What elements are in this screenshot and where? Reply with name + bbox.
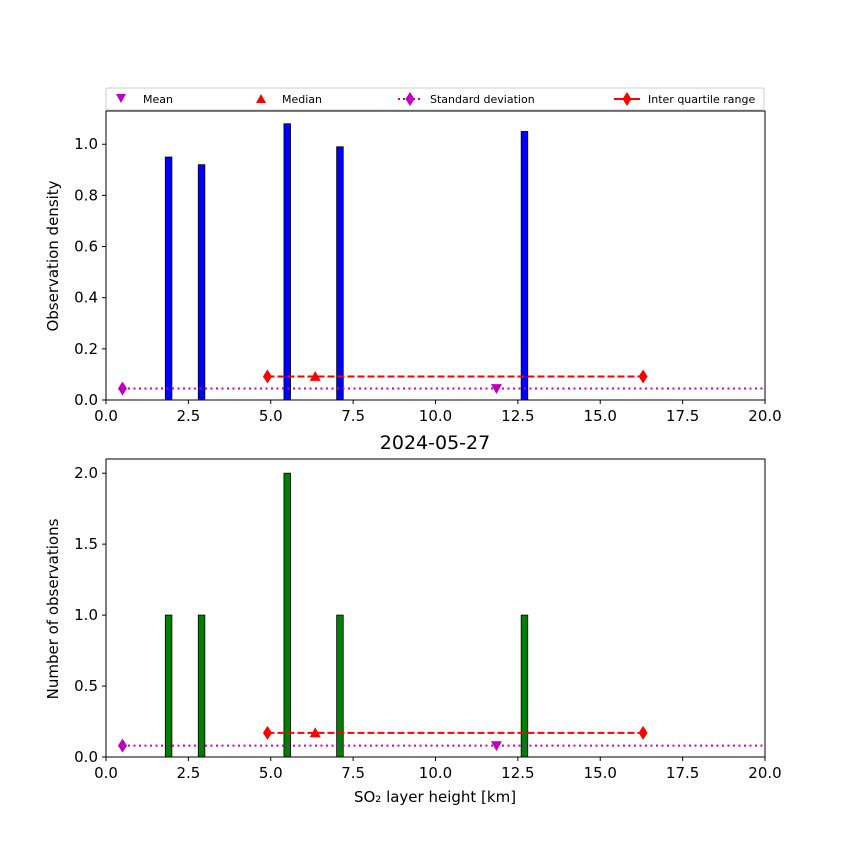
x-axis-label: SO₂ layer height [km] <box>354 788 516 806</box>
legend-std-dev-label: Standard deviation <box>430 93 535 106</box>
x-tick-label: 17.5 <box>666 407 699 425</box>
bar <box>197 614 206 758</box>
x-tick-label: 5.0 <box>259 407 283 425</box>
std-dev-marker <box>117 381 127 396</box>
x-tick-label: 2.5 <box>176 764 200 782</box>
iqr-start-marker <box>262 725 272 740</box>
x-tick-label: 2.5 <box>176 407 200 425</box>
median-marker <box>309 370 321 381</box>
x-tick-label: 0.0 <box>94 764 118 782</box>
x-tick-label: 0.0 <box>94 407 118 425</box>
bar <box>283 123 291 401</box>
count-panel: 2024-05-27 Number of observations SO₂ la… <box>44 432 782 806</box>
iqr-end-marker <box>638 725 648 740</box>
iqr-end-marker <box>638 369 648 384</box>
y-axis-label: Number of observations <box>44 518 62 699</box>
y-tick-label: 0.0 <box>74 748 98 766</box>
density-panel: Observation density 0.0 2.5 5.0 7.5 10.0 12.5… <box>44 110 782 425</box>
y-tick-label: 2.0 <box>74 464 98 482</box>
y-tick-label: 0.6 <box>74 238 98 256</box>
legend-mean-label: Mean <box>143 93 173 106</box>
y-tick-label: 0.2 <box>74 340 98 358</box>
legend-frame <box>105 87 765 111</box>
y-tick-label: 0.0 <box>74 391 98 409</box>
x-tick-label: 7.5 <box>341 764 365 782</box>
legend-std-dev-marker <box>405 92 415 106</box>
x-tick-label: 7.5 <box>341 407 365 425</box>
x-tick-label: 15.0 <box>584 764 617 782</box>
std-dev-marker <box>117 738 127 753</box>
chart-title: 2024-05-27 <box>380 432 490 454</box>
legend-mean-marker <box>116 94 126 103</box>
x-tick-label: 15.0 <box>584 407 617 425</box>
x-tick-label: 12.5 <box>501 407 534 425</box>
mean-marker <box>490 741 502 752</box>
median-marker <box>309 727 321 738</box>
bar <box>520 131 529 401</box>
legend-iqr-marker <box>622 92 632 106</box>
legend-median-label: Median <box>282 93 322 106</box>
x-tick-label: 10.0 <box>419 407 452 425</box>
x-tick-label: 12.5 <box>501 764 534 782</box>
bar <box>336 146 344 401</box>
bar <box>336 614 344 758</box>
y-tick-label: 1.0 <box>74 135 98 153</box>
x-tick-label: 10.0 <box>419 764 452 782</box>
y-tick-label: 1.5 <box>74 535 98 553</box>
y-tick-label: 0.8 <box>74 186 98 204</box>
legend: Mean Median Standard deviation Inter quarti… <box>105 87 765 111</box>
x-tick-label: 20.0 <box>748 764 781 782</box>
y-tick-label: 1.0 <box>74 606 98 624</box>
bar <box>197 164 206 401</box>
legend-iqr-label: Inter quartile range <box>648 93 755 106</box>
bar <box>164 156 173 401</box>
y-tick-label: 0.5 <box>74 677 98 695</box>
bar <box>520 614 529 758</box>
bar <box>164 614 173 758</box>
iqr-start-marker <box>262 369 272 384</box>
y-tick-label: 0.4 <box>74 289 98 307</box>
y-axis-label: Observation density <box>44 180 62 331</box>
x-tick-label: 5.0 <box>259 764 283 782</box>
x-tick-label: 17.5 <box>666 764 699 782</box>
legend-median-marker <box>256 94 266 103</box>
x-tick-label: 20.0 <box>748 407 781 425</box>
mean-marker <box>490 384 502 394</box>
bar <box>283 472 291 758</box>
